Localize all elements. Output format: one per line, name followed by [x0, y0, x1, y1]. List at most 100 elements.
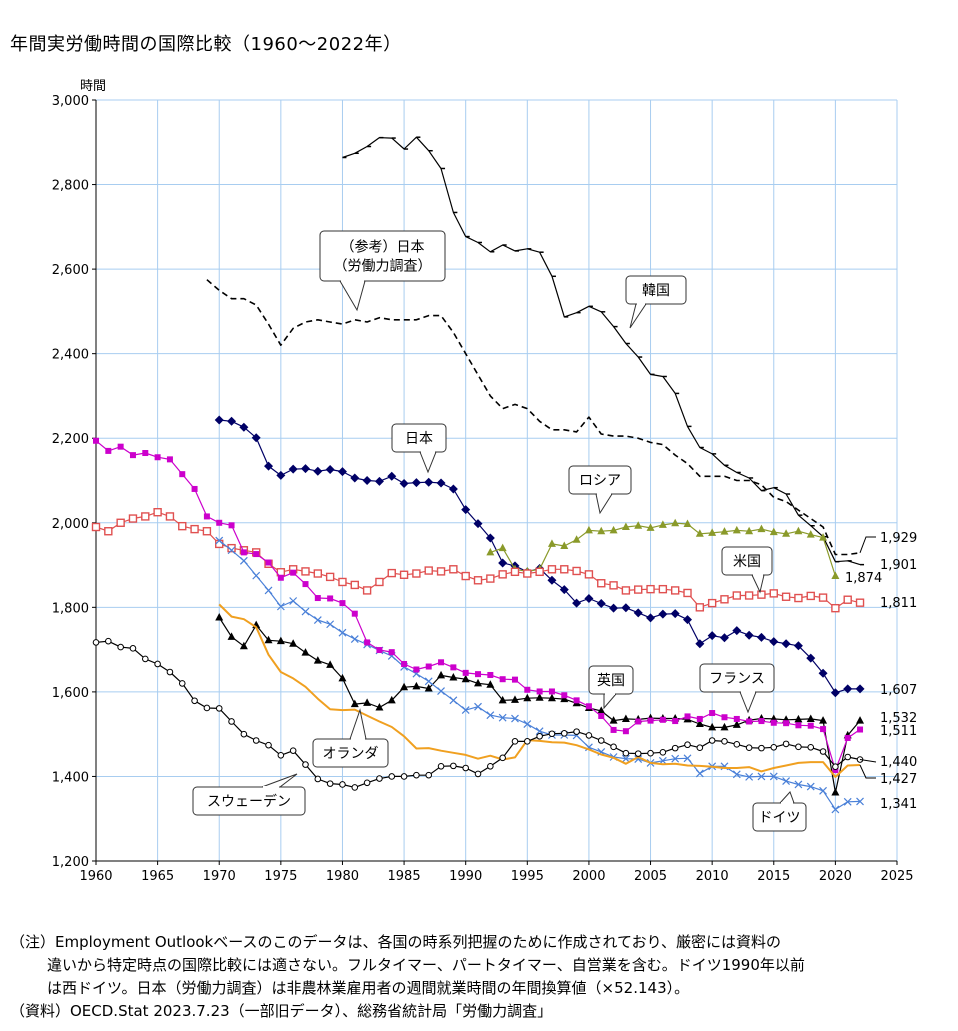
data-point [228, 718, 235, 725]
callout-gap [421, 451, 435, 453]
data-point [523, 720, 532, 728]
data-point [277, 752, 285, 759]
x-tick-label: 2015 [757, 869, 790, 884]
data-point [216, 519, 223, 526]
data-point [720, 595, 729, 604]
note-line: は西ドイツ。日本（労働力調査）は非農林業雇用者の週間就業時間の年間換算値（×52… [47, 979, 690, 997]
end-label: 1,427 [880, 772, 917, 787]
x-tick-label: 2005 [634, 869, 667, 884]
data-point [487, 671, 494, 678]
data-point [228, 522, 235, 529]
data-point [783, 720, 790, 727]
data-point [659, 749, 667, 756]
callout-frame [699, 663, 775, 693]
data-point [191, 697, 198, 705]
data-point [461, 505, 471, 515]
data-point [684, 741, 691, 749]
data-point [560, 694, 569, 703]
data-point [251, 433, 261, 443]
data-point [634, 750, 642, 757]
data-point [498, 695, 507, 704]
data-point [511, 676, 518, 683]
data-point [560, 565, 569, 574]
data-point [302, 581, 309, 588]
data-point [647, 749, 654, 757]
data-point [746, 718, 753, 725]
data-point [831, 603, 840, 613]
data-point [597, 579, 606, 588]
data-point [707, 598, 717, 608]
data-point [621, 714, 630, 722]
data-point [832, 763, 839, 771]
data-point [843, 684, 853, 694]
data-point [831, 805, 840, 814]
series-8 [218, 603, 861, 778]
data-point [818, 668, 828, 678]
data-point [239, 556, 248, 565]
data-point [781, 639, 791, 649]
data-point [559, 585, 569, 595]
data-point [190, 524, 199, 534]
data-point [375, 577, 384, 587]
data-point [338, 673, 347, 682]
data-point [153, 508, 162, 517]
data-point [671, 518, 680, 527]
data-point [290, 569, 297, 576]
data-point [646, 613, 656, 623]
data-point [91, 522, 101, 532]
data-point [288, 464, 298, 474]
data-point [536, 732, 543, 740]
data-point [289, 639, 298, 647]
data-point [807, 743, 815, 751]
data-point [511, 738, 519, 745]
data-point [325, 572, 335, 582]
data-point [425, 663, 432, 670]
data-point [252, 571, 261, 580]
end-label: 1,929 [880, 531, 917, 546]
data-point [142, 450, 149, 457]
data-point [757, 590, 766, 599]
data-point [117, 443, 124, 450]
data-point [806, 782, 815, 791]
data-point [474, 678, 483, 687]
data-point [561, 692, 568, 699]
series-5 [215, 612, 865, 796]
data-point [350, 699, 359, 708]
data-point [671, 744, 679, 752]
data-point [399, 570, 409, 579]
end-label: 1,511 [880, 724, 917, 739]
y-tick-label: 2,000 [52, 517, 89, 532]
data-point [375, 703, 384, 711]
data-point [831, 788, 840, 796]
data-point [794, 714, 803, 723]
data-point [695, 639, 705, 649]
data-point [756, 632, 766, 642]
end-label-leader [859, 764, 876, 779]
data-point [227, 546, 236, 555]
data-point [621, 603, 631, 613]
callout-frame [391, 423, 447, 453]
data-point [339, 600, 346, 607]
data-point [424, 477, 434, 487]
data-point [498, 570, 507, 579]
data-point [720, 527, 729, 535]
data-point [547, 693, 556, 702]
data-point [362, 586, 372, 595]
data-point [387, 695, 396, 704]
data-point [745, 526, 754, 535]
data-point [573, 697, 580, 704]
callout-gap [351, 738, 365, 740]
data-point [462, 764, 469, 772]
data-point [474, 702, 482, 711]
data-point [165, 512, 175, 521]
callout-box: 米国 [721, 546, 773, 594]
y-tick-label: 2,200 [52, 432, 89, 447]
data-point [413, 666, 420, 673]
data-point [621, 522, 630, 531]
data-point [584, 570, 594, 579]
data-point [314, 595, 321, 602]
data-point [129, 645, 137, 652]
data-point [436, 478, 446, 488]
data-point [585, 732, 593, 739]
data-point [658, 584, 668, 594]
